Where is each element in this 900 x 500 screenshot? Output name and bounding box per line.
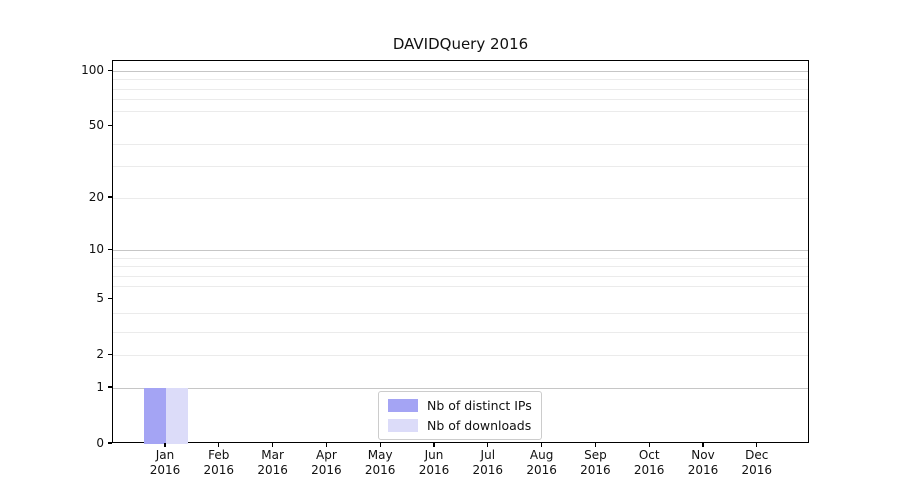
gridline-minor [113,257,808,259]
x-tick-label-year: 2016 [203,463,235,477]
y-tick-label: 1 [96,380,104,394]
x-tick-label: Feb 2016 [188,448,250,478]
bar-nb-of-distinct-ips [144,388,166,444]
bar-nb-of-downloads [166,388,188,444]
y-tick-mark [108,386,112,388]
gridline-major [113,387,808,389]
legend-swatch [388,419,418,432]
x-tick-label-year: 2016 [418,463,450,477]
x-tick-label-year: 2016 [257,463,288,477]
x-tick-label: Nov 2016 [672,448,734,478]
legend-entry: Nb of distinct IPs [388,396,532,415]
y-tick-label: 50 [88,118,104,133]
x-tick-label: Sep 2016 [564,448,626,478]
x-tick-mark [433,443,435,447]
y-tick-label: 100 [81,63,104,78]
x-tick-label-year: 2016 [472,463,504,477]
x-tick-label-year: 2016 [687,463,719,477]
x-tick-label-year: 2016 [741,463,773,477]
gridline-minor [113,88,808,90]
gridline-minor [113,266,808,267]
gridline-minor [113,354,808,356]
legend-label: Nb of distinct IPs [427,398,532,413]
y-tick-mark [108,297,112,299]
y-tick-mark [108,196,112,198]
x-tick-label-month: Nov [691,448,715,462]
x-tick-label-month: Jun [424,448,444,462]
x-tick-label-month: Jul [480,448,496,462]
gridline-minor [113,111,808,113]
gridline-major [113,70,808,72]
x-tick-label-month: Aug [529,448,554,462]
x-tick-label-month: Apr [316,448,337,462]
x-tick-label-month: Dec [745,448,769,462]
x-tick-label-year: 2016 [526,463,557,477]
y-tick-mark [108,124,112,126]
x-tick-label: Jul 2016 [457,448,519,478]
x-tick-label: Mar 2016 [242,448,304,478]
gridline-major [113,249,808,251]
y-tick-label: 10 [88,242,104,257]
gridline-minor [113,166,808,168]
x-tick-label-year: 2016 [580,463,611,477]
x-tick-mark [379,443,381,447]
x-tick-label: Aug 2016 [511,448,573,478]
gridline-minor [113,197,808,199]
x-tick-label-year: 2016 [149,463,181,477]
gridline-minor [113,313,808,315]
gridline-minor [113,99,808,101]
legend-label: Nb of downloads [427,418,532,433]
x-tick-mark [541,443,543,447]
x-tick-label: Dec 2016 [726,448,788,478]
x-tick-mark [702,443,704,447]
x-tick-label: Jan 2016 [134,448,196,478]
x-tick-mark [218,443,220,447]
legend-entry: Nb of downloads [388,416,532,435]
x-tick-label: May 2016 [349,448,411,478]
plot-area [112,60,809,444]
x-tick-label-month: Mar [261,448,284,462]
gridline-minor [113,331,808,333]
y-tick-mark [108,442,112,444]
x-tick-label-month: Jan [155,448,175,462]
y-tick-mark [108,69,112,71]
x-tick-label-year: 2016 [311,463,342,477]
gridline-minor [113,275,808,277]
gridline-minor [113,143,808,145]
x-tick-mark [272,443,274,447]
x-tick-mark [594,443,596,447]
y-tick-mark [108,248,112,250]
x-tick-label-month: Sep [584,448,607,462]
x-tick-mark [487,443,489,447]
x-tick-mark [756,443,758,447]
gridline-minor [113,286,808,288]
x-tick-label: Oct 2016 [618,448,680,478]
x-tick-label-month: May [367,448,393,462]
x-tick-label: Jun 2016 [403,448,465,478]
y-tick-mark [108,353,112,355]
legend-swatch [388,399,418,412]
y-tick-label: 20 [88,190,104,205]
x-tick-mark [325,443,327,447]
x-tick-label-month: Feb [208,448,230,462]
y-tick-label: 5 [96,291,104,306]
x-tick-label-month: Oct [638,448,660,462]
gridline-minor [113,79,808,81]
x-tick-label-year: 2016 [364,463,396,477]
x-tick-mark [164,443,166,447]
legend-box: Nb of distinct IPs Nb of downloads [378,391,542,440]
x-tick-mark [648,443,650,447]
chart-title: DAVIDQuery 2016 [392,35,529,53]
y-tick-label: 2 [96,347,104,362]
x-tick-label-year: 2016 [633,463,665,477]
x-tick-label: Apr 2016 [295,448,357,478]
y-tick-label: 0 [96,436,104,450]
